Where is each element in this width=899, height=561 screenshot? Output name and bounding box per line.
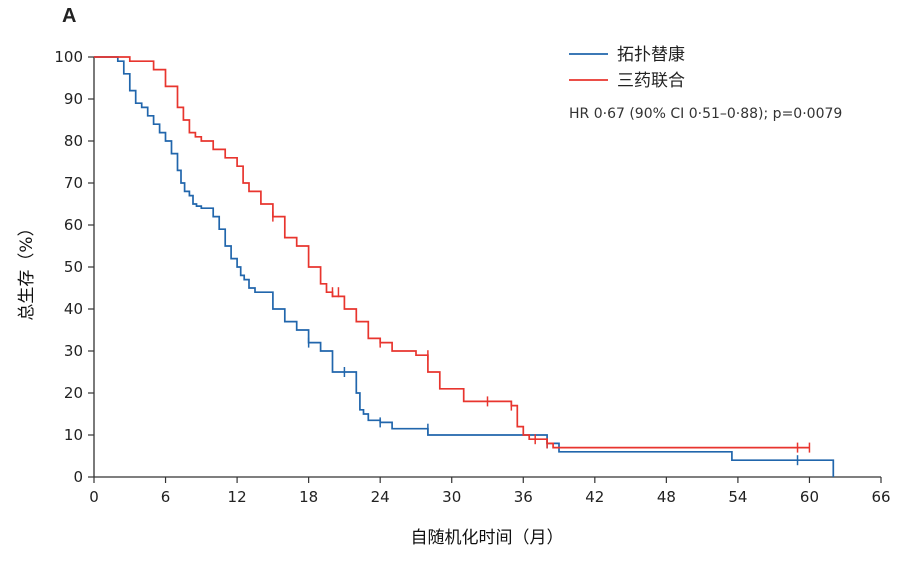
y-tick-label: 0 — [73, 468, 83, 486]
x-tick-label: 0 — [89, 488, 99, 506]
x-tick-label: 54 — [728, 488, 747, 506]
y-axis: 0 10 20 30 40 50 60 70 80 90 100 — [54, 48, 95, 486]
km-curve-0 — [94, 56, 835, 477]
x-tick-label: 6 — [161, 488, 171, 506]
km-curve-1 — [94, 56, 810, 449]
x-tick-label: 42 — [585, 488, 604, 506]
x-axis: 0 6 12 18 24 30 36 42 48 54 60 66 — [89, 476, 891, 506]
y-tick-label: 70 — [64, 174, 83, 192]
y-tick-label: 20 — [64, 384, 83, 402]
panel-label: A — [62, 5, 76, 27]
x-tick-label: 12 — [228, 488, 247, 506]
hazard-ratio-annotation: HR 0·67 (90% CI 0·51–0·88); p=0·0079 — [569, 106, 842, 122]
x-axis-title: 自随机化时间（月） — [411, 528, 564, 548]
x-tick-label: 66 — [871, 488, 890, 506]
legend: 拓扑替康 三药联合 — [569, 45, 685, 91]
y-axis-title: 总生存（%） — [17, 219, 37, 320]
x-tick-label: 24 — [371, 488, 390, 506]
x-tick-label: 48 — [657, 488, 676, 506]
x-tick-label: 30 — [442, 488, 461, 506]
y-tick-label: 10 — [64, 426, 83, 444]
x-tick-label: 36 — [514, 488, 533, 506]
y-tick-label: 100 — [54, 48, 83, 66]
y-tick-label: 30 — [64, 342, 83, 360]
y-tick-label: 40 — [64, 300, 83, 318]
series-group — [94, 56, 835, 477]
y-tick-label: 90 — [64, 90, 83, 108]
x-tick-label: 18 — [299, 488, 318, 506]
y-tick-label: 80 — [64, 132, 83, 150]
y-tick-label: 60 — [64, 216, 83, 234]
y-tick-label: 50 — [64, 258, 83, 276]
legend-label-triple: 三药联合 — [617, 71, 685, 91]
x-tick-label: 60 — [800, 488, 819, 506]
legend-label-topotecan: 拓扑替康 — [617, 45, 685, 65]
